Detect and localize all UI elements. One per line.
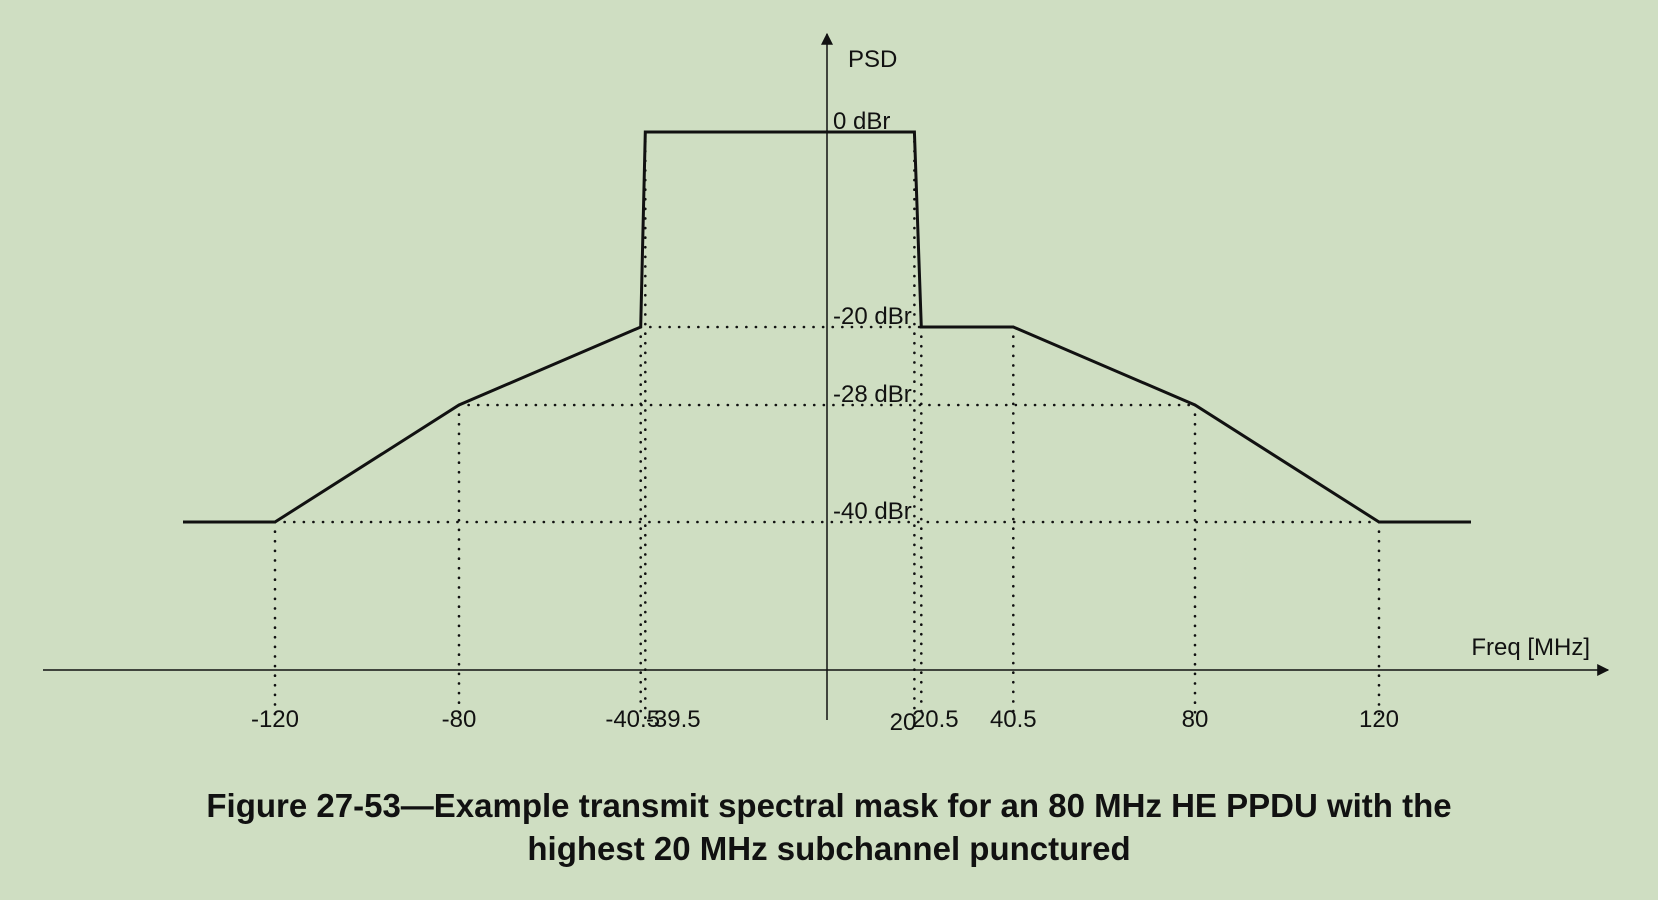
guide-lines (273, 130, 1381, 722)
caption-line-2: highest 20 MHz subchannel punctured (527, 830, 1131, 867)
x-tick-label: 80 (1182, 706, 1209, 733)
x-tick-label: -120 (251, 706, 299, 733)
y-level-label: 0 dBr (833, 108, 890, 135)
y-axis-label: PSD (848, 46, 897, 73)
x-tick-label: -39.5 (646, 706, 701, 733)
mask-series (183, 130, 1471, 524)
y-level-label: -20 dBr (833, 303, 912, 330)
x-axis-label: Freq [MHz] (1471, 634, 1590, 661)
x-tick-label: -40.5 (605, 706, 660, 733)
x-tick-label: 20 (890, 709, 917, 736)
x-tick-label: 120 (1359, 706, 1399, 733)
axes: Freq [MHz] PSD (43, 32, 1610, 720)
y-level-label: -28 dBr (833, 381, 912, 408)
mask-line (183, 130, 1471, 524)
y-level-labels: 0 dBr -20 dBr -28 dBr -40 dBr (833, 108, 912, 525)
figure-caption: Figure 27-53—Example transmit spectral m… (0, 784, 1658, 870)
y-level-label: -40 dBr (833, 498, 912, 525)
caption-line-1: Figure 27-53—Example transmit spectral m… (206, 787, 1452, 824)
x-tick-label: 40.5 (990, 706, 1037, 733)
x-tick-label: -80 (442, 706, 477, 733)
x-tick-label: 20.5 (912, 706, 959, 733)
